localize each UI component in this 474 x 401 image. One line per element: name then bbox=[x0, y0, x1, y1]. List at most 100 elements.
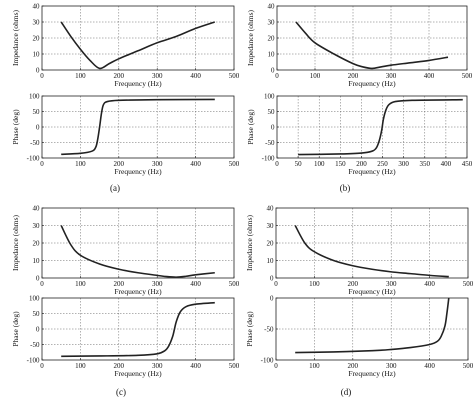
y-tick-label: 10 bbox=[268, 50, 276, 58]
x-tick-label: 50 bbox=[295, 160, 303, 168]
chart-3-2: 0 100 200 300 400 500 -100 -50 0 50 100 Frequency (… bbox=[11, 294, 240, 378]
x-tick-label: 200 bbox=[348, 72, 359, 80]
y-tick-label: 30 bbox=[33, 18, 41, 26]
y-tick-label: 40 bbox=[33, 204, 41, 212]
y-tick-label: -50 bbox=[30, 139, 40, 147]
x-axis-label: Frequency (Hz) bbox=[348, 287, 396, 296]
y-tick-label: 50 bbox=[33, 108, 41, 116]
x-axis-label: Frequency (Hz) bbox=[114, 79, 162, 88]
y-axis-label: Impedance (ohms) bbox=[245, 214, 254, 271]
y-tick-label: 10 bbox=[33, 257, 41, 265]
x-tick-label: 300 bbox=[152, 280, 163, 288]
x-tick-label: 100 bbox=[75, 280, 86, 288]
series-line-1 bbox=[61, 98, 215, 156]
x-tick-label: 400 bbox=[424, 280, 435, 288]
x-tick-label: 400 bbox=[190, 280, 201, 288]
x-tick-label: 300 bbox=[152, 362, 163, 370]
x-tick-label: 200 bbox=[114, 362, 125, 370]
y-tick-label: 10 bbox=[33, 50, 41, 58]
x-tick-label: 300 bbox=[386, 72, 397, 80]
y-tick-label: -100 bbox=[262, 154, 275, 162]
x-tick-label: 200 bbox=[356, 160, 367, 168]
x-tick-label: 500 bbox=[463, 280, 474, 288]
x-tick-label: 350 bbox=[420, 160, 431, 168]
y-tick-label: -50 bbox=[30, 341, 40, 349]
y-tick-label: 50 bbox=[268, 108, 276, 116]
x-tick-label: 500 bbox=[463, 362, 474, 370]
x-axis-label: Frequency (Hz) bbox=[114, 167, 162, 176]
x-tick-label: 500 bbox=[229, 160, 240, 168]
chart-4-1: 0 100 200 300 400 500 0 10 20 30 40 Frequency (Hz) I… bbox=[245, 204, 474, 296]
y-tick-label: 100 bbox=[29, 92, 40, 100]
y-tick-label: 30 bbox=[267, 222, 275, 230]
x-tick-label: 0 bbox=[275, 72, 279, 80]
x-tick-label: 300 bbox=[386, 280, 397, 288]
x-tick-label: 500 bbox=[229, 280, 240, 288]
x-tick-label: 200 bbox=[114, 72, 125, 80]
y-tick-label: 0 bbox=[36, 325, 40, 333]
y-tick-label: 20 bbox=[267, 239, 275, 247]
series-line-1 bbox=[60, 225, 215, 278]
x-tick-label: 500 bbox=[229, 362, 240, 370]
x-tick-label: 400 bbox=[424, 362, 435, 370]
y-tick-label: 30 bbox=[268, 18, 276, 26]
x-tick-label: 150 bbox=[335, 160, 346, 168]
y-tick-label: 100 bbox=[29, 294, 40, 302]
y-tick-label: 0 bbox=[270, 294, 274, 302]
x-tick-label: 0 bbox=[40, 160, 44, 168]
x-tick-label: 100 bbox=[314, 160, 325, 168]
x-tick-label: 300 bbox=[152, 72, 163, 80]
x-tick-label: 200 bbox=[114, 160, 125, 168]
x-tick-label: 0 bbox=[274, 280, 278, 288]
series-line-1 bbox=[61, 301, 215, 358]
y-axis-label: Impedance (ohms) bbox=[11, 214, 20, 271]
x-tick-label: 450 bbox=[462, 160, 473, 168]
x-tick-label: 100 bbox=[75, 362, 86, 370]
y-tick-label: 20 bbox=[268, 34, 276, 42]
x-axis-label: Frequency (Hz) bbox=[348, 167, 396, 176]
y-tick-label: 0 bbox=[36, 274, 40, 282]
x-tick-label: 200 bbox=[348, 280, 359, 288]
x-tick-label: 0 bbox=[40, 362, 44, 370]
chart-3-1: 0 100 200 300 400 500 0 10 20 30 40 Frequency (Hz) I… bbox=[11, 204, 240, 296]
x-tick-label: 0 bbox=[274, 362, 278, 370]
x-tick-label: 0 bbox=[275, 160, 279, 168]
y-tick-label: 40 bbox=[33, 2, 41, 10]
x-tick-label: 500 bbox=[229, 72, 240, 80]
x-tick-label: 0 bbox=[40, 72, 44, 80]
y-axis-label: Impedance (ohms) bbox=[246, 9, 255, 66]
x-axis-label: Frequency (Hz) bbox=[348, 79, 396, 88]
x-tick-label: 300 bbox=[398, 160, 409, 168]
y-tick-label: 0 bbox=[36, 123, 40, 131]
chart-4-2: 0 100 200 300 400 500 -100 -50 0 Frequency (Hz) Ph… bbox=[245, 294, 474, 378]
chart-2-2: 0 50 100 150 200 250 300 350 400 450 -100 -50 0 50 100… bbox=[246, 92, 473, 176]
x-tick-label: 200 bbox=[114, 280, 125, 288]
series-line-1 bbox=[60, 21, 216, 70]
y-tick-label: 0 bbox=[271, 123, 275, 131]
x-axis-label: Frequency (Hz) bbox=[114, 369, 162, 378]
y-tick-label: 0 bbox=[270, 274, 274, 282]
series-line-1 bbox=[298, 98, 463, 156]
panel-label: (c) bbox=[116, 387, 126, 397]
x-tick-label: 400 bbox=[190, 362, 201, 370]
y-axis-label: Phase (deg) bbox=[246, 109, 255, 145]
y-tick-label: 30 bbox=[33, 222, 41, 230]
y-tick-label: 20 bbox=[33, 34, 41, 42]
y-tick-label: -100 bbox=[27, 154, 40, 162]
x-tick-label: 100 bbox=[310, 72, 321, 80]
panel-label: (b) bbox=[340, 183, 351, 193]
y-axis-label: Phase (deg) bbox=[245, 311, 254, 347]
y-tick-label: 50 bbox=[33, 310, 41, 318]
y-tick-label: 40 bbox=[268, 2, 276, 10]
x-tick-label: 100 bbox=[309, 280, 320, 288]
x-tick-label: 400 bbox=[190, 72, 201, 80]
y-tick-label: -50 bbox=[264, 325, 274, 333]
panel-label: (a) bbox=[110, 183, 120, 193]
y-tick-label: -100 bbox=[261, 356, 274, 364]
x-tick-label: 400 bbox=[441, 160, 452, 168]
y-tick-label: -100 bbox=[27, 356, 40, 364]
x-tick-label: 300 bbox=[386, 362, 397, 370]
